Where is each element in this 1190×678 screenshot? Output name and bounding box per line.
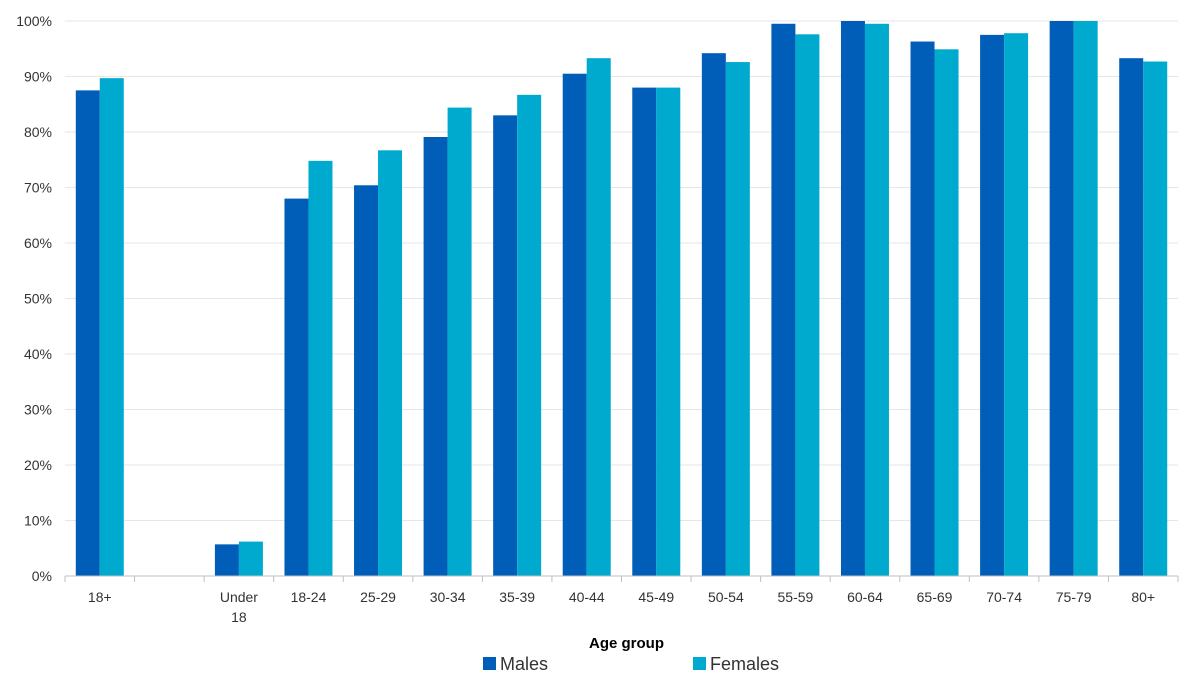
legend-swatch xyxy=(483,657,496,670)
x-tick-label: 80+ xyxy=(1131,589,1155,605)
bar-males xyxy=(701,53,726,576)
y-tick-label: 10% xyxy=(24,513,52,529)
bar-males xyxy=(910,41,935,577)
y-tick-label: 50% xyxy=(24,291,52,307)
y-tick-label: 30% xyxy=(24,402,52,418)
x-tick-label: 55-59 xyxy=(778,589,814,605)
x-tick-label: 18+ xyxy=(88,589,112,605)
bar-females xyxy=(517,94,542,576)
bar-females xyxy=(1004,33,1029,576)
bar-females xyxy=(656,87,681,576)
bar-males xyxy=(1119,58,1144,577)
x-tick-label: 40-44 xyxy=(569,589,605,605)
y-tick-label: 20% xyxy=(24,457,52,473)
bar-males xyxy=(493,115,518,576)
bar-males xyxy=(354,185,379,576)
y-tick-label: 40% xyxy=(24,346,52,362)
x-tick-label: 50-54 xyxy=(708,589,744,605)
y-tick-label: 80% xyxy=(24,124,52,140)
bar-females xyxy=(864,23,889,576)
bar-females xyxy=(725,62,750,576)
bar-males xyxy=(423,136,448,576)
bar-females xyxy=(238,541,263,576)
bar-males xyxy=(1049,21,1074,576)
y-tick-label: 70% xyxy=(24,180,52,196)
bar-males xyxy=(214,544,239,576)
x-tick-label: 30-34 xyxy=(430,589,466,605)
x-tick-label: 35-39 xyxy=(499,589,535,605)
x-tick-label: 25-29 xyxy=(360,589,396,605)
legend-swatch xyxy=(693,657,706,670)
bar-males xyxy=(771,23,796,576)
y-tick-label: 60% xyxy=(24,235,52,251)
x-tick-label: 18-24 xyxy=(291,589,327,605)
legend-label: Females xyxy=(710,654,779,673)
y-tick-label: 100% xyxy=(16,13,52,29)
legend: Males Females xyxy=(483,654,779,674)
x-tick-label: 70-74 xyxy=(986,589,1022,605)
y-tick-label: 90% xyxy=(24,69,52,85)
bar-females xyxy=(586,58,611,577)
bar-males xyxy=(284,198,309,576)
bar-females xyxy=(308,160,333,577)
x-tick-label: 45-49 xyxy=(638,589,674,605)
bar-males xyxy=(75,90,100,576)
x-tick-label: 65-69 xyxy=(917,589,953,605)
bar-males xyxy=(562,73,587,576)
y-axis-ticks: 0% 10% 20% 30% 40% 50% 60% 70% 80% 90% 100% xyxy=(16,13,52,584)
bar-females xyxy=(1073,21,1098,576)
bar-males xyxy=(980,34,1005,576)
legend-item-females: Females xyxy=(693,654,779,674)
x-tick-label: 75-79 xyxy=(1056,589,1092,605)
bars xyxy=(75,21,1168,577)
x-axis-ticks: 18+ Under 18 18-24 25-29 30-34 35-39 40-44 45-49… xyxy=(64,576,1179,625)
bar-males xyxy=(840,21,865,576)
gridlines xyxy=(65,20,1178,521)
bar-females xyxy=(1143,61,1168,576)
legend-item-males: Males xyxy=(483,654,548,674)
bar-females xyxy=(795,34,820,576)
bar-males xyxy=(632,87,657,576)
legend-label: Males xyxy=(500,654,548,673)
bar-females xyxy=(447,107,472,576)
x-tick-label: Under 18 xyxy=(220,589,258,625)
x-tick-label: 60-64 xyxy=(847,589,883,605)
y-tick-label: 0% xyxy=(32,568,52,584)
bar-females xyxy=(934,49,959,577)
bar-females xyxy=(99,78,124,576)
bar-females xyxy=(378,150,403,576)
x-axis-title: Age group xyxy=(589,635,664,652)
